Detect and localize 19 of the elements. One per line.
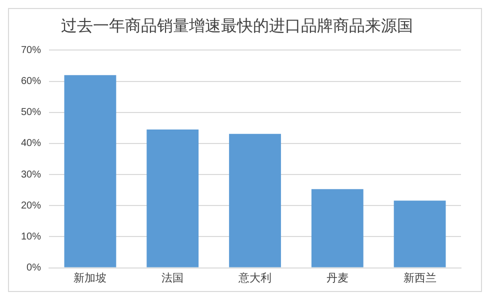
y-tick-label: 60%	[21, 76, 42, 88]
chart-title: 过去一年商品销量增速最快的进口品牌商品来源国	[61, 17, 413, 36]
y-tick-label: 50%	[21, 107, 42, 118]
y-tick-label: 20%	[21, 200, 42, 212]
y-tick-label: 30%	[21, 169, 42, 180]
bar	[146, 129, 199, 268]
y-tick-label: 10%	[21, 231, 42, 242]
x-tick-label: 法国	[162, 271, 184, 284]
y-tick-label: 40%	[21, 138, 42, 150]
x-tick-label: 新西兰	[403, 271, 436, 284]
bar	[394, 200, 446, 268]
x-tick-label: 新加坡	[74, 271, 107, 284]
x-tick-label: 意大利	[238, 271, 272, 284]
bar	[229, 134, 281, 268]
y-tick-label: 70%	[21, 44, 42, 56]
y-tick-label: 0%	[26, 262, 42, 274]
x-tick-label: 丹麦	[326, 271, 348, 284]
bar	[64, 75, 116, 268]
bar	[311, 189, 364, 268]
